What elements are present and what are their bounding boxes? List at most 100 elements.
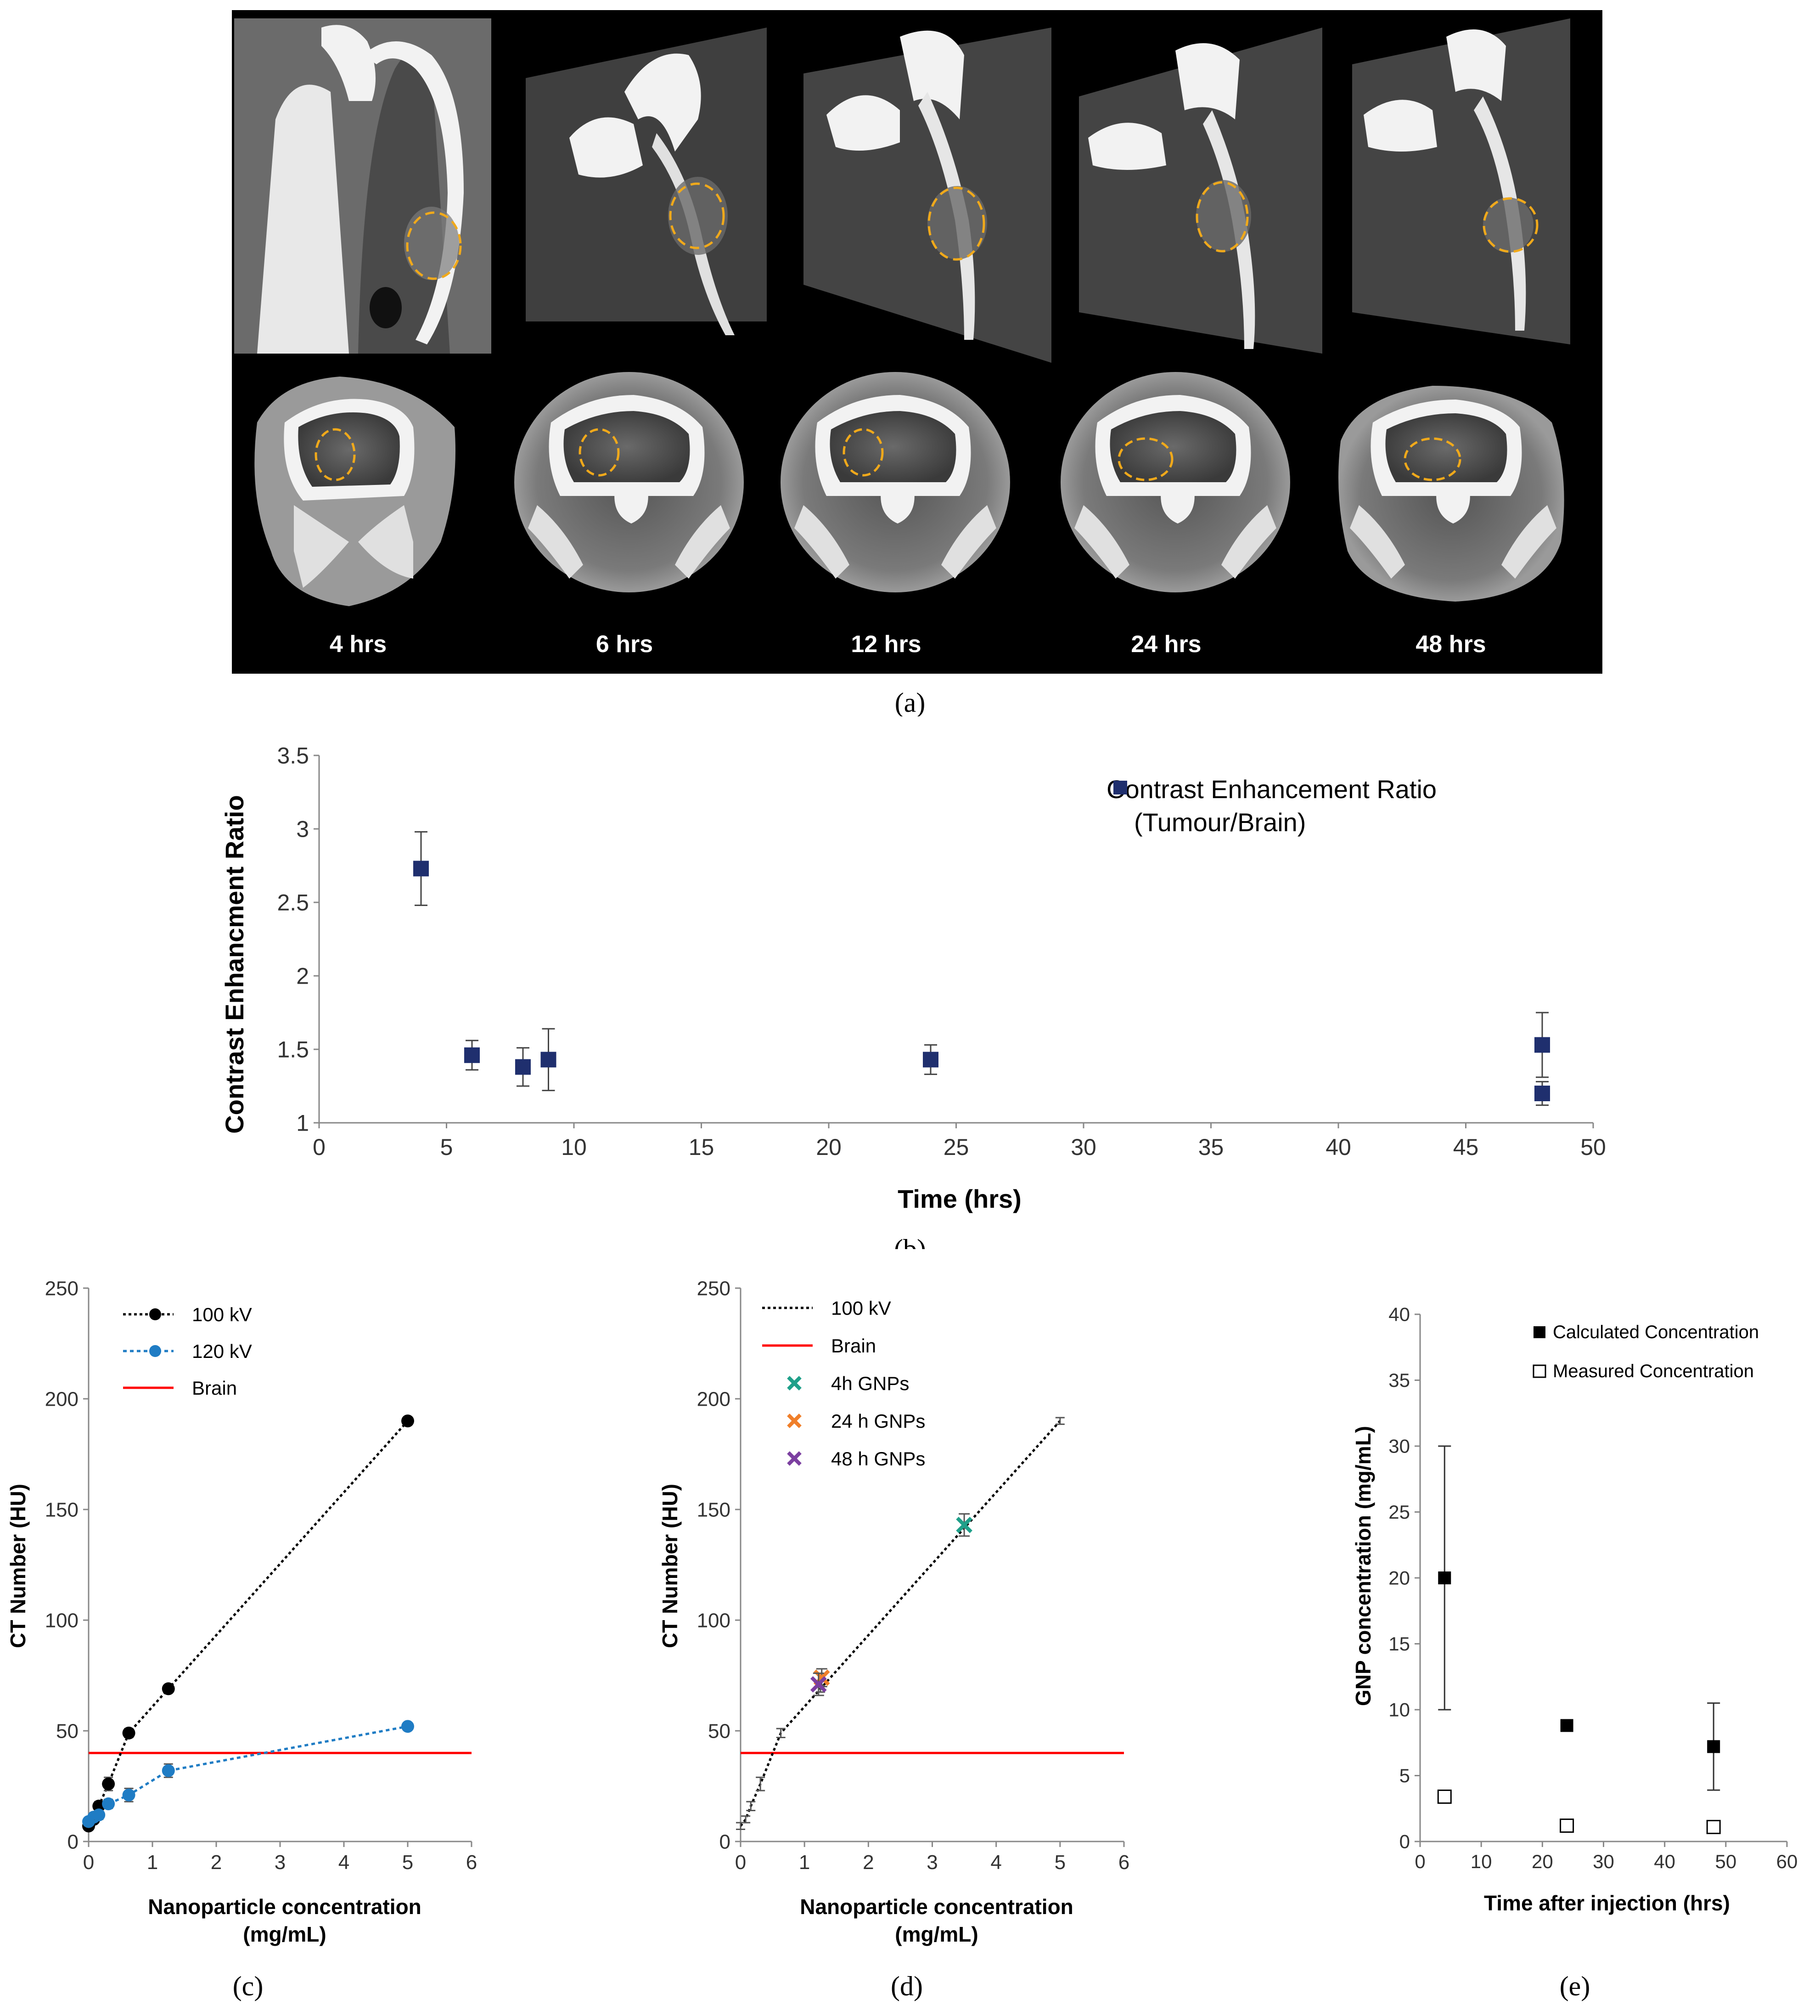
calculated-concentration-point bbox=[1438, 1571, 1451, 1584]
series-120kv-line bbox=[88, 1725, 408, 1823]
x-tick-label: 40 bbox=[1326, 1134, 1351, 1160]
legend-marker-24h-gnps bbox=[787, 1413, 802, 1428]
y-tick-label: 50 bbox=[708, 1720, 730, 1742]
chart-b: Contrast Enhancement Ratio (Tumour/Brain… bbox=[220, 743, 1606, 1250]
legend-label-cer-line1: Contrast Enhancement Ratio bbox=[1107, 775, 1437, 804]
data-point-cer bbox=[464, 1047, 480, 1063]
series-100kv-point bbox=[162, 1682, 175, 1695]
sagittal-6h bbox=[526, 28, 767, 335]
x-tick-label: 35 bbox=[1198, 1134, 1224, 1160]
y-tick-label: 100 bbox=[697, 1609, 730, 1632]
y-tick-label: 200 bbox=[45, 1388, 79, 1410]
x-tick-label: 20 bbox=[816, 1134, 842, 1160]
y-axis-title-b: Contrast Enhancment Ratio bbox=[220, 795, 249, 1133]
series-120kv-point bbox=[122, 1788, 135, 1802]
y-tick-label: 3.5 bbox=[277, 743, 309, 769]
legend-label-measured: Measured Concentration bbox=[1553, 1361, 1754, 1381]
y-tick-label: 100 bbox=[45, 1609, 79, 1632]
x-tick-label: 30 bbox=[1071, 1134, 1096, 1160]
roi-ellipse bbox=[1118, 437, 1174, 481]
data-point-cer bbox=[1534, 1086, 1550, 1101]
roi-ellipse bbox=[843, 428, 884, 477]
x-tick-label: 4 bbox=[338, 1851, 349, 1874]
time-label-4h: 4 hrs bbox=[330, 631, 387, 658]
time-label-12h: 12 hrs bbox=[851, 631, 921, 658]
x-tick-label: 0 bbox=[1415, 1851, 1425, 1872]
series-100kv-point bbox=[92, 1799, 106, 1813]
y-tick-label: 0 bbox=[67, 1830, 79, 1853]
x-tick-label: 4 bbox=[990, 1851, 1001, 1874]
coronal-24h bbox=[1061, 372, 1290, 592]
chart-c: Nanoparticle concentration (mg/mL) CT Nu… bbox=[6, 1277, 477, 2001]
x-tick-label: 3 bbox=[275, 1851, 286, 1874]
caption-a: (a) bbox=[895, 687, 926, 716]
x-tick-label: 2 bbox=[211, 1851, 222, 1874]
caption-d: (d) bbox=[891, 1971, 923, 2001]
y-tick-label: 0 bbox=[1399, 1831, 1410, 1853]
data-point-cer bbox=[540, 1052, 556, 1068]
series-120kv-point bbox=[92, 1808, 106, 1822]
x-tick-label: 3 bbox=[927, 1851, 938, 1874]
coronal-4h bbox=[254, 377, 455, 606]
x-tick-label: 50 bbox=[1580, 1134, 1606, 1160]
y-tick-label: 1.5 bbox=[277, 1037, 309, 1063]
x-tick-label: 0 bbox=[735, 1851, 746, 1874]
data-point-cer bbox=[923, 1052, 938, 1068]
y-tick-label: 1 bbox=[296, 1110, 309, 1136]
x-axis-title-d-line1: Nanoparticle concentration bbox=[800, 1895, 1073, 1919]
roi-ellipse bbox=[406, 211, 462, 280]
series-120kv-point bbox=[102, 1797, 115, 1811]
x-tick-label: 10 bbox=[561, 1134, 587, 1160]
marker-4h-gnps bbox=[956, 1516, 972, 1533]
y-tick-label: 3 bbox=[296, 817, 309, 842]
legend-label-brain: Brain bbox=[192, 1377, 237, 1399]
data-point-cer bbox=[515, 1059, 531, 1075]
measured-concentration-point bbox=[1437, 1789, 1452, 1804]
data-point-cer bbox=[413, 861, 429, 877]
x-tick-label: 25 bbox=[944, 1134, 969, 1160]
x-tick-label: 1 bbox=[147, 1851, 158, 1874]
legend-label-100kv: 100 kV bbox=[831, 1297, 891, 1319]
coronal-48h bbox=[1338, 386, 1564, 602]
y-tick-label: 0 bbox=[719, 1830, 730, 1853]
time-label-24h: 24 hrs bbox=[1131, 631, 1201, 658]
x-tick-label: 50 bbox=[1715, 1851, 1736, 1872]
roi-ellipse bbox=[579, 428, 620, 477]
roi-ellipse bbox=[315, 428, 356, 481]
x-tick-label: 15 bbox=[689, 1134, 714, 1160]
sagittal-24h bbox=[1079, 28, 1322, 354]
y-tick-label: 150 bbox=[697, 1498, 730, 1521]
x-tick-label: 2 bbox=[863, 1851, 874, 1874]
x-axis-title-e: Time after injection (hrs) bbox=[1484, 1891, 1730, 1915]
x-tick-label: 6 bbox=[466, 1851, 477, 1874]
chart-d: Nanoparticle concentration (mg/mL) CT Nu… bbox=[658, 1277, 1129, 2001]
y-axis-title-d: CT Number (HU) bbox=[658, 1484, 682, 1648]
legend-label-cer-line2: (Tumour/Brain) bbox=[1134, 808, 1306, 837]
time-label-48h: 48 hrs bbox=[1416, 631, 1486, 658]
x-axis-title-d-line2: (mg/mL) bbox=[895, 1922, 978, 1946]
legend-label-marker-48h-gnps: 48 h GNPs bbox=[831, 1448, 925, 1470]
legend-marker-48h-gnps bbox=[787, 1451, 802, 1466]
y-axis-title-c: CT Number (HU) bbox=[6, 1484, 30, 1648]
sagittal-4h bbox=[234, 18, 491, 354]
roi-ellipse bbox=[1404, 437, 1461, 481]
y-tick-label: 15 bbox=[1388, 1633, 1410, 1655]
roi-ellipse bbox=[927, 186, 985, 261]
y-tick-label: 10 bbox=[1388, 1699, 1410, 1721]
x-tick-label: 20 bbox=[1532, 1851, 1553, 1872]
legend-label-120kv: 120 kV bbox=[192, 1340, 252, 1362]
legend-marker-120kv bbox=[149, 1345, 161, 1357]
y-tick-label: 35 bbox=[1388, 1369, 1410, 1391]
legend-marker-calculated bbox=[1534, 1326, 1545, 1338]
measured-concentration-point bbox=[1706, 1819, 1721, 1834]
legend-marker-100kv bbox=[149, 1308, 161, 1320]
y-tick-label: 150 bbox=[45, 1498, 79, 1521]
sagittal-12h bbox=[803, 28, 1051, 363]
y-axis-title-e: GNP concentration (mg/mL) bbox=[1351, 1426, 1375, 1706]
x-tick-label: 5 bbox=[440, 1134, 453, 1160]
series-100kv-line bbox=[88, 1420, 409, 1827]
x-tick-label: 5 bbox=[1055, 1851, 1066, 1874]
x-tick-label: 5 bbox=[402, 1851, 413, 1874]
y-tick-label: 2 bbox=[296, 963, 309, 989]
legend-label-marker-24h-gnps: 24 h GNPs bbox=[831, 1410, 925, 1432]
